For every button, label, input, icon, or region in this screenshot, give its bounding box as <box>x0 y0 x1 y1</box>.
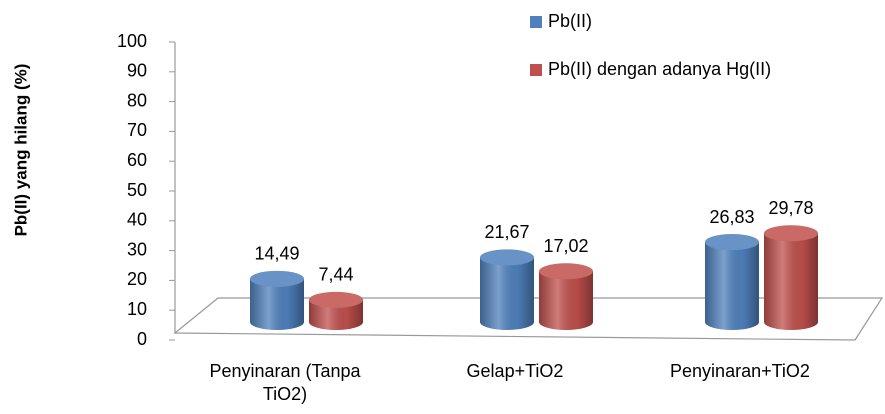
y-tick-label: 70 <box>127 120 147 140</box>
bar-top <box>309 291 363 308</box>
bar-top-highlight <box>764 225 818 242</box>
bar-top-highlight <box>539 263 593 280</box>
bar-top <box>480 249 534 266</box>
value-label: 26,83 <box>709 207 754 227</box>
bar-shade <box>250 278 304 330</box>
x-tick-label: Penyinaran (Tanpa TiO2) <box>209 361 361 404</box>
y-tick-label: 20 <box>127 269 147 289</box>
legend-label: Pb(II) dengan adanya Hg(II) <box>548 59 771 79</box>
legend-swatch <box>530 16 542 28</box>
y-tick-label: 90 <box>127 61 147 81</box>
bar-top-highlight <box>480 249 534 266</box>
x-tick-label: Gelap+TiO2 <box>466 361 564 381</box>
value-label: 7,44 <box>318 265 353 285</box>
y-tick-label: 0 <box>137 329 147 349</box>
value-label: 14,49 <box>254 244 299 264</box>
y-tick-label: 60 <box>127 150 147 170</box>
bar-shade <box>764 233 818 330</box>
bar-shade <box>705 242 759 330</box>
bar-top <box>250 270 304 287</box>
floor <box>173 297 884 341</box>
value-label: 17,02 <box>543 236 588 256</box>
bar-shade <box>539 271 593 330</box>
bar-top <box>764 225 818 242</box>
y-tick-label: 30 <box>127 239 147 259</box>
bar-top-highlight <box>705 234 759 251</box>
y-tick-label: 100 <box>117 31 147 51</box>
bar-top <box>705 234 759 251</box>
y-axis-label: Pb(II) yang hilang (%) <box>11 64 30 237</box>
x-tick-label: Penyinaran+TiO2 <box>670 361 810 381</box>
legend-label: Pb(II) <box>548 11 592 31</box>
bar-top-highlight <box>250 270 304 287</box>
value-label: 29,78 <box>768 198 813 218</box>
value-label: 21,67 <box>484 222 529 242</box>
bar-shade <box>309 299 363 330</box>
y-tick-label: 80 <box>127 90 147 110</box>
bar-top <box>539 263 593 280</box>
y-tick-label: 10 <box>127 299 147 319</box>
bar-shade <box>480 257 534 330</box>
y-tick-label: 50 <box>127 180 147 200</box>
y-tick-label: 40 <box>127 210 147 230</box>
legend-swatch <box>530 64 542 76</box>
bar-top-highlight <box>309 291 363 308</box>
